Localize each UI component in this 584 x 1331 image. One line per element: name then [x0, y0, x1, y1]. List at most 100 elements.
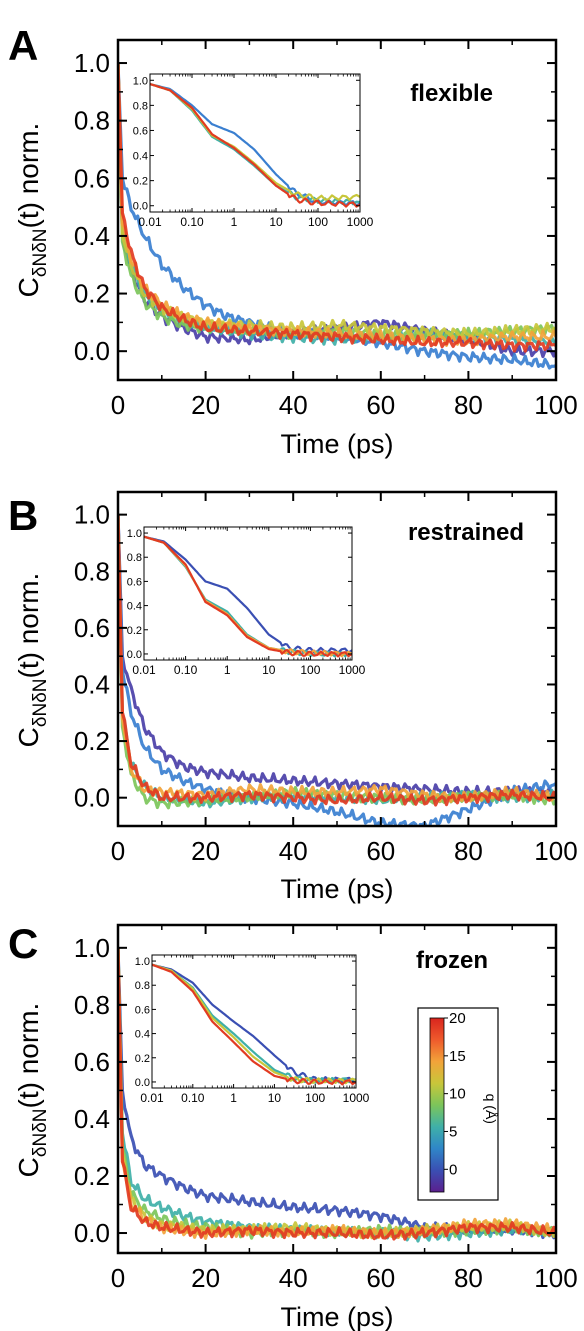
- inset-x-tick-label: 0.10: [181, 1091, 205, 1105]
- y-tick-label: 0.0: [74, 336, 110, 366]
- y-axis-label-rest: (t) norm.: [13, 1003, 44, 1109]
- inset-chart: 0.0 0.2 0.4 0.6 0.8 1.0 0.01 0.10 1 10 100 1000: [135, 954, 370, 1105]
- panel-letter: C: [8, 920, 38, 967]
- colorbar-tick-label: 20: [449, 1010, 466, 1027]
- y-tick-label: 0.4: [74, 221, 110, 251]
- panel-a: 0.0 0.2 0.4 0.6 0.8 1.0 0 20 40 60 80 100 Time (ps) C…: [8, 22, 578, 459]
- x-axis-label: Time (ps): [281, 1302, 394, 1331]
- y-axis-label-main: C: [13, 1157, 44, 1177]
- panel-condition-label: frozen: [416, 947, 488, 974]
- colorbar-tick-label: 0: [449, 1161, 457, 1178]
- inset-x-tick-label: 10: [269, 215, 283, 229]
- inset-x-tick-label: 100: [308, 215, 328, 229]
- series-group: [118, 63, 556, 370]
- inset-x-tick-label: 10: [262, 663, 276, 677]
- inset-series-line: [152, 963, 356, 1086]
- inset-x-tick-label: 0.10: [174, 663, 198, 677]
- inset-x-tick-label: 1: [230, 1091, 237, 1105]
- panel-letter: A: [8, 22, 38, 69]
- x-tick-label: 0: [111, 390, 125, 420]
- inset-y-tick-label: 0.6: [133, 125, 148, 137]
- y-tick-label: 0.4: [74, 669, 110, 699]
- inset-y-tick-label: 0.2: [127, 625, 142, 637]
- series-group: [118, 947, 556, 1243]
- inset-x-tick-label: 0.10: [180, 215, 204, 229]
- x-tick-label: 80: [454, 836, 483, 866]
- x-tick-label: 60: [366, 836, 395, 866]
- y-tick-label: 1.0: [74, 933, 110, 963]
- inset-frame: [151, 954, 357, 1089]
- x-tick-label: 100: [534, 390, 577, 420]
- inset-y-tick-label: 1.0: [127, 528, 142, 540]
- series-line: [118, 63, 556, 353]
- y-tick-label: 0.0: [74, 783, 110, 813]
- panel-condition-label: flexible: [410, 80, 493, 107]
- x-tick-label: 80: [454, 390, 483, 420]
- y-axis-label-rest: (t) norm.: [13, 573, 44, 679]
- y-axis-label: CδNδN(t) norm.: [13, 1003, 51, 1178]
- x-tick-label: 20: [191, 1263, 220, 1293]
- inset-y-tick-label: 0.8: [133, 100, 148, 112]
- colorbar-tick-label: 10: [449, 1086, 466, 1103]
- inset-background: [144, 527, 352, 660]
- inset-series-line: [144, 535, 352, 654]
- x-tick-label: 40: [279, 1263, 308, 1293]
- x-tick-label: 80: [454, 1263, 483, 1293]
- inset-frame: [149, 73, 361, 213]
- y-tick-label: 0.8: [74, 106, 110, 136]
- inset-y-tick-label: 0.0: [135, 1077, 150, 1089]
- y-tick-label: 1.0: [74, 500, 110, 530]
- y-tick-label: 0.2: [74, 279, 110, 309]
- y-tick-label: 0.6: [74, 613, 110, 643]
- inset-x-tick-label: 100: [305, 1091, 325, 1105]
- x-tick-label: 0: [111, 1263, 125, 1293]
- inset-chart: 0.0 0.2 0.4 0.6 0.8 1.0 0.01 0.10 1 10 100 1000: [127, 526, 366, 677]
- inset-series-line: [144, 535, 352, 658]
- inset-y-tick-label: 1.0: [133, 75, 148, 87]
- y-tick-label: 0.6: [74, 1047, 110, 1077]
- y-tick-label: 0.6: [74, 163, 110, 193]
- x-tick-label: 40: [279, 836, 308, 866]
- inset-series-group: [150, 82, 360, 208]
- inset-y-tick-label: 0.8: [135, 980, 150, 992]
- y-tick-label: 0.8: [74, 990, 110, 1020]
- colorbar-label: q (Å): [483, 1094, 499, 1124]
- series-line: [118, 514, 556, 807]
- inset-y-tick-label: 0.4: [133, 151, 148, 163]
- inset-y-tick-label: 0.6: [127, 576, 142, 588]
- inset-x-tick-label: 0.01: [138, 215, 162, 229]
- inset-x-tick-label: 1000: [339, 663, 366, 677]
- x-tick-label: 40: [279, 390, 308, 420]
- y-axis-label: CδNδN(t) norm.: [13, 123, 51, 298]
- inset-x-tick-label: 1: [231, 215, 238, 229]
- x-tick-label: 20: [191, 390, 220, 420]
- inset-y-tick-label: 0.2: [135, 1053, 150, 1065]
- y-axis-label-sub: δNδN: [30, 1108, 51, 1157]
- y-tick-label: 0.2: [74, 1161, 110, 1191]
- inset-x-tick-label: 10: [268, 1091, 282, 1105]
- y-axis-label-sub: δNδN: [30, 228, 51, 277]
- inset-y-tick-label: 0.8: [127, 552, 142, 564]
- inset-frame: [143, 526, 353, 661]
- y-tick-label: 0.8: [74, 556, 110, 586]
- colorbar-gradient: [429, 1017, 445, 1193]
- inset-y-tick-label: 0.6: [135, 1004, 150, 1016]
- inset-x-tick-label: 1000: [347, 215, 374, 229]
- y-tick-label: 0.2: [74, 726, 110, 756]
- inset-chart: 0.0 0.2 0.4 0.6 0.8 1.0 0.01 0.10 1 10 100 1000: [133, 73, 374, 229]
- y-axis-label-sub: δNδN: [30, 678, 51, 727]
- inset-x-tick-label: 1: [224, 663, 231, 677]
- series-line: [118, 947, 556, 1241]
- y-axis-label: CδNδN(t) norm.: [13, 573, 51, 748]
- panel-b: 0.0 0.2 0.4 0.6 0.8 1.0 0 20 40 60 80 100 Time (ps) C…: [8, 490, 578, 904]
- panel-letter: B: [8, 492, 38, 539]
- colorbar-tick-label: 5: [449, 1123, 457, 1140]
- series-group: [118, 514, 556, 826]
- colorbar-tick-label: 15: [449, 1048, 466, 1065]
- inset-x-tick-label: 0.01: [132, 663, 156, 677]
- inset-y-tick-label: 0.4: [127, 601, 142, 613]
- inset-series-line: [150, 82, 360, 208]
- y-axis-label-main: C: [13, 277, 44, 297]
- inset-x-tick-label: 1000: [343, 1091, 370, 1105]
